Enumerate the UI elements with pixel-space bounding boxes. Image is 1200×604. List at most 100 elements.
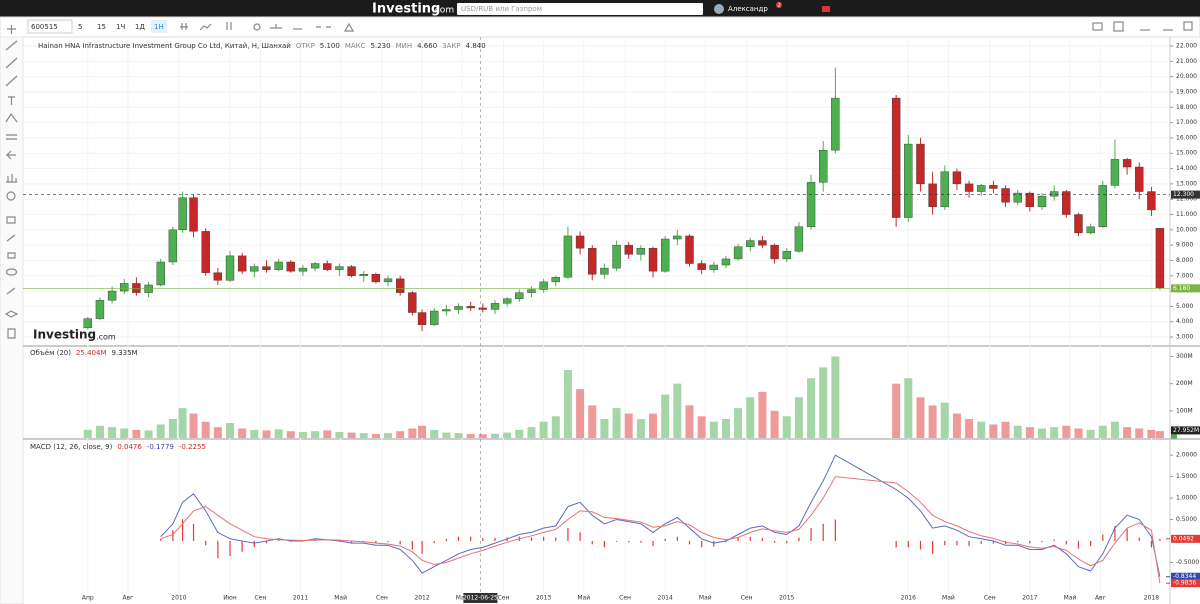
volume-bar <box>298 432 307 438</box>
macd-histogram <box>1017 540 1019 543</box>
volume-bar <box>408 428 417 438</box>
volume-bar <box>831 356 840 438</box>
toolbar-icons[interactable] <box>180 21 1193 32</box>
volume-bar <box>323 430 332 438</box>
volume-bar <box>563 370 572 438</box>
candle-body <box>430 310 439 325</box>
candle-body <box>916 143 925 185</box>
candle-body <box>806 182 816 227</box>
macd-histogram <box>944 540 946 546</box>
x-tick-label: Сен <box>376 595 388 602</box>
macd-histogram <box>628 540 630 543</box>
candle-body <box>1155 228 1165 289</box>
y-tick-label: 22.000 <box>1176 43 1197 50</box>
macd-histogram <box>555 537 557 541</box>
volume-bar <box>965 418 974 438</box>
candle-body <box>575 235 585 249</box>
macd-histogram <box>160 538 162 541</box>
macd-histogram <box>664 538 666 541</box>
y-tick-label: 7.000 <box>1176 272 1193 279</box>
left-tools[interactable] <box>4 25 19 339</box>
candle-body <box>600 267 609 275</box>
volume-bar <box>794 397 803 438</box>
volume-bar <box>758 391 767 438</box>
volume-last-label-box <box>1171 426 1200 435</box>
candle-body <box>286 261 295 272</box>
candle-body <box>323 263 332 270</box>
x-tick-label: Май <box>577 595 590 602</box>
candle-body <box>478 307 488 310</box>
candle-body <box>794 226 804 252</box>
volume-bar <box>916 397 925 438</box>
search-box[interactable] <box>457 3 703 15</box>
volume-bar <box>213 427 222 438</box>
volume-bar <box>1155 431 1164 438</box>
macd-line <box>160 476 1161 584</box>
interval[interactable]: 5 <box>78 23 82 31</box>
volume-bar <box>770 410 779 438</box>
macd-histogram <box>172 530 174 541</box>
y-tick-label: 2.0000 <box>1176 452 1197 459</box>
macd-histogram <box>278 540 280 541</box>
macd-histogram <box>992 540 994 544</box>
y-tick-label: 13.000 <box>1176 180 1197 187</box>
volume-bar <box>952 413 961 438</box>
flag[interactable] <box>822 6 830 12</box>
volume-bar <box>1098 425 1107 438</box>
candle-body <box>395 278 405 293</box>
macd-value-label: -0.9836 <box>1173 580 1196 587</box>
macd-histogram <box>956 540 958 546</box>
candle-body <box>952 171 962 185</box>
x-tick-label: Сен <box>619 595 631 602</box>
symbol[interactable]: 600515 <box>31 23 58 31</box>
y-tick-label: -0.5000 <box>1176 559 1199 566</box>
volume-bar <box>430 429 439 438</box>
macd-histogram <box>932 540 934 554</box>
macd-histogram <box>810 528 812 541</box>
interval[interactable]: 1Ч <box>116 23 125 31</box>
y-tick-label: 3.000 <box>1176 334 1193 341</box>
macd-value-label: -0.8344 <box>1173 573 1196 580</box>
macd-histogram <box>907 540 909 548</box>
logo[interactable]: Investing <box>372 2 440 17</box>
y-tick-label: 4.000 <box>1176 318 1193 325</box>
candle-body <box>624 244 633 255</box>
candle-body <box>758 240 767 246</box>
x-tick-label: Сен <box>254 595 266 602</box>
volume-bar <box>661 394 670 438</box>
macd-histogram <box>701 540 703 548</box>
candle-body <box>95 300 105 319</box>
volume-bar <box>466 433 475 438</box>
symbol-input[interactable] <box>27 19 73 34</box>
interval[interactable]: 15 <box>97 23 106 31</box>
volume-last-label: 27.952M <box>1173 427 1199 434</box>
macd-value-label-box <box>1171 579 1200 588</box>
candle-body <box>721 258 731 266</box>
candle-body <box>383 278 393 283</box>
candle-body <box>371 274 381 283</box>
candle-body <box>563 235 573 278</box>
candle-body <box>454 306 463 310</box>
candle-body <box>660 238 670 272</box>
interval[interactable]: 1Н <box>154 23 164 31</box>
volume-bar <box>588 405 597 438</box>
interval[interactable]: 1Д <box>135 23 145 31</box>
legend-text: 25.404M <box>76 349 107 357</box>
macd-histogram <box>725 540 727 543</box>
macd-histogram <box>1159 538 1161 541</box>
candle-body <box>648 248 658 272</box>
candle-body <box>588 248 597 275</box>
candle-body <box>709 264 719 270</box>
legend-text: ЗАКР <box>442 42 460 50</box>
user-name[interactable]: Александр <box>728 5 768 13</box>
x-tick-label: Июн <box>223 595 237 602</box>
x-tick-label: Май <box>334 595 347 602</box>
candle-body <box>298 267 308 272</box>
volume-bar <box>132 429 141 438</box>
macd-histogram <box>603 540 606 548</box>
volume-bar <box>503 432 512 438</box>
interval-active[interactable] <box>151 20 167 33</box>
avatar[interactable] <box>714 4 724 14</box>
y-tick-label: 20.000 <box>1176 73 1197 80</box>
